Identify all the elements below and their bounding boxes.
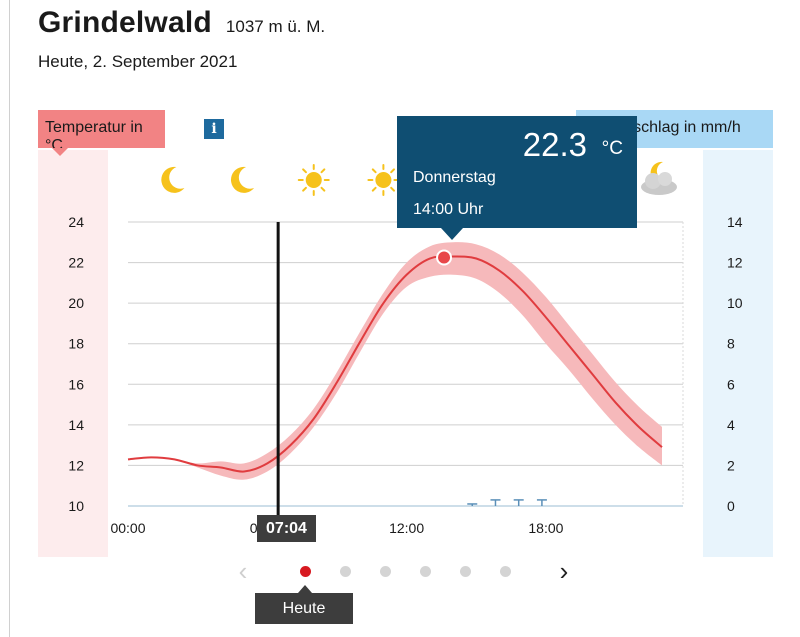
day-dot-2[interactable] [340, 566, 351, 577]
location-header: Grindelwald 1037 m ü. M. [38, 6, 325, 40]
tooltip-day: Donnerstag [413, 169, 496, 186]
day-dot-6[interactable] [500, 566, 511, 577]
temperature-range-band [128, 242, 662, 480]
left-tick-label: 20 [68, 295, 84, 311]
left-tick-label: 12 [68, 457, 84, 473]
location-altitude: 1037 m ü. M. [225, 17, 326, 36]
precip-mark [536, 499, 547, 506]
value-tooltip: 22.3 °C Donnerstag 14:00 Uhr [397, 116, 637, 240]
x-tick-label: 00:00 [110, 520, 145, 536]
temperature-axis-label: Temperatur in °C [38, 110, 165, 156]
precipitation-axis-panel [703, 150, 773, 557]
left-tick-label: 24 [68, 214, 84, 230]
right-tick-label: 2 [727, 457, 735, 473]
today-tooltip: Heute [255, 585, 353, 624]
moon-icon [230, 166, 255, 193]
moon-icon [161, 166, 185, 193]
tooltip-unit: °C [601, 138, 623, 159]
page-left-border [9, 0, 10, 637]
left-tick-label: 22 [68, 255, 84, 271]
sun-icon [367, 164, 400, 196]
x-tick-label: 12:00 [389, 520, 424, 536]
right-tick-label: 6 [727, 376, 735, 392]
location-title: Grindelwald [38, 6, 212, 39]
info-icon[interactable]: i [204, 119, 224, 139]
right-tick-label: 10 [727, 295, 743, 311]
precip-mark [490, 499, 501, 506]
right-tick-label: 12 [727, 255, 743, 271]
tooltip-time: 14:00 Uhr [413, 201, 484, 218]
previous-day-button[interactable]: ‹ [238, 556, 248, 586]
day-dot-1[interactable] [300, 566, 311, 577]
right-tick-label: 4 [727, 417, 735, 433]
x-tick-label: 18:00 [528, 520, 563, 536]
temperature-line [127, 255, 663, 473]
precip-mark [513, 499, 524, 506]
left-axis-ticks: 10 12 14 16 18 20 22 24 [68, 214, 84, 514]
day-carousel: ‹ › [230, 556, 580, 586]
forecast-date: Heute, 2. September 2021 [38, 52, 238, 71]
right-axis-ticks: 0 2 4 6 8 10 12 14 [727, 214, 743, 514]
left-tick-label: 10 [68, 498, 84, 514]
right-tick-label: 14 [727, 214, 743, 230]
left-tick-label: 18 [68, 336, 84, 352]
temperature-axis-panel [38, 150, 108, 557]
tooltip-value: 22.3 [522, 126, 587, 163]
left-tick-label: 16 [68, 376, 84, 392]
moon-cloud-icon [641, 161, 677, 195]
current-time-badge: 07:04 [257, 515, 316, 542]
day-dot-5[interactable] [460, 566, 471, 577]
highlighted-point [436, 249, 453, 266]
precipitation-marks [467, 499, 547, 506]
left-tick-label: 14 [68, 417, 84, 433]
right-tick-label: 8 [727, 336, 735, 352]
sun-icon [297, 164, 330, 196]
day-dot-3[interactable] [380, 566, 391, 577]
next-day-button[interactable]: › [559, 556, 569, 586]
right-tick-label: 0 [727, 498, 735, 514]
day-dot-4[interactable] [420, 566, 431, 577]
precip-mark [467, 503, 478, 506]
